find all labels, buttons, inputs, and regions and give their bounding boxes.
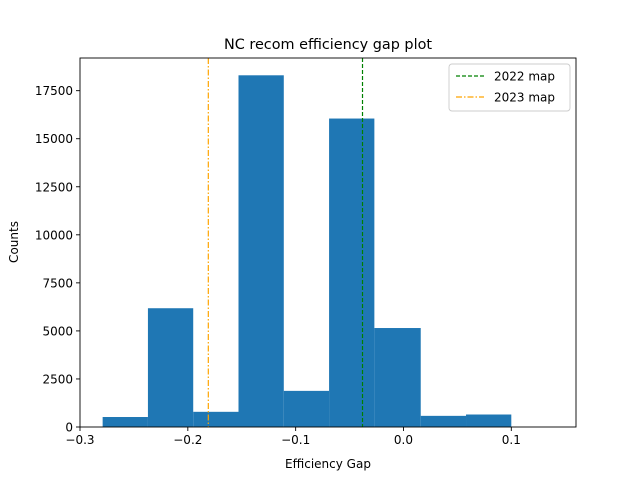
legend: 2022 map 2023 map [448, 63, 571, 112]
plot-frame [79, 57, 577, 428]
y-tick-label: 0 [65, 421, 73, 435]
histogram-bar [238, 75, 284, 427]
x-tick-label: 0.1 [502, 433, 521, 447]
y-tick-label: 12500 [35, 180, 73, 194]
histogram-bar [420, 415, 467, 427]
histogram-bar [283, 390, 330, 427]
x-tick-label: −0.3 [65, 433, 94, 447]
histogram-bar [374, 328, 421, 427]
reference-lines [207, 58, 364, 427]
histogram-bar [329, 118, 375, 427]
y-tick-label: 10000 [35, 228, 73, 242]
x-tick-label: 0.0 [394, 433, 413, 447]
histogram-bar [147, 308, 194, 427]
histogram-bars [102, 75, 512, 427]
x-tick-label: −0.2 [173, 433, 202, 447]
histogram-bar [466, 414, 512, 427]
chart-title: NC recom efficiency gap plot [224, 37, 432, 53]
histogram-bar [102, 417, 148, 427]
y-tick-label: 15000 [35, 132, 73, 146]
y-tick-label: 17500 [35, 84, 73, 98]
y-tick-label: 2500 [42, 372, 73, 386]
y-axis-ticks: 0 2500 5000 7500 10000 12500 15000 17500 [35, 84, 80, 435]
x-tick-label: −0.1 [281, 433, 310, 447]
y-tick-label: 7500 [42, 276, 73, 290]
legend-label-2022-map: 2022 map [494, 70, 555, 84]
y-tick-label: 5000 [42, 324, 73, 338]
legend-box [448, 63, 571, 112]
y-axis-label: Counts [7, 221, 21, 263]
histogram-bar [193, 411, 239, 427]
legend-label-2023-map: 2023 map [494, 91, 555, 105]
x-axis-ticks: −0.3 −0.2 −0.1 0.0 0.1 [65, 427, 521, 447]
x-axis-label: Efficiency Gap [285, 457, 371, 471]
